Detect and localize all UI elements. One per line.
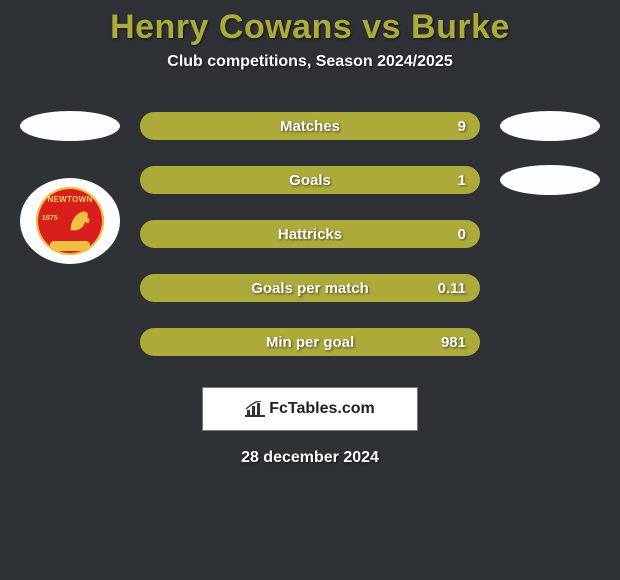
stat-bar: Goals 1 bbox=[140, 166, 480, 194]
stats-rows: Matches 9 Goals 1 Hattricks 0 Goals per … bbox=[0, 111, 620, 357]
title-vs: vs bbox=[362, 8, 401, 46]
title-player1: Henry Cowans bbox=[110, 8, 352, 46]
date-text: 28 december 2024 bbox=[0, 449, 620, 467]
page-title: Henry Cowans vs Burke bbox=[0, 0, 620, 47]
stat-row: Goals per match 0.11 bbox=[0, 273, 620, 303]
stat-row: Min per goal 981 bbox=[0, 327, 620, 357]
stat-value: 9 bbox=[458, 118, 466, 135]
stat-label: Goals bbox=[289, 172, 331, 189]
stat-bar: Hattricks 0 bbox=[140, 220, 480, 248]
brand-text: FcTables.com bbox=[269, 400, 375, 418]
stat-row: Matches 9 bbox=[0, 111, 620, 141]
crest-name: NEWTOWN bbox=[47, 195, 92, 204]
left-ellipse-icon bbox=[20, 111, 120, 141]
bar-chart-icon bbox=[245, 401, 265, 417]
title-player2: Burke bbox=[411, 8, 510, 46]
stat-value: 0.11 bbox=[438, 280, 466, 297]
stat-label: Hattricks bbox=[278, 226, 342, 243]
stat-bar: Matches 9 bbox=[140, 112, 480, 140]
stat-value: 0 bbox=[458, 226, 466, 243]
stat-bar: Goals per match 0.11 bbox=[140, 274, 480, 302]
stat-value: 1 bbox=[458, 172, 466, 189]
stat-row: Goals 1 bbox=[0, 165, 620, 195]
brand-box: FcTables.com bbox=[202, 387, 418, 431]
stat-bar: Min per goal 981 bbox=[140, 328, 480, 356]
stat-label: Matches bbox=[280, 118, 340, 135]
right-ellipse-icon bbox=[500, 165, 600, 195]
stat-value: 981 bbox=[441, 334, 466, 351]
stat-label: Min per goal bbox=[266, 334, 354, 351]
brand-inner: FcTables.com bbox=[203, 388, 417, 430]
right-ellipse-icon bbox=[500, 111, 600, 141]
stat-label: Goals per match bbox=[251, 280, 369, 297]
subtitle: Club competitions, Season 2024/2025 bbox=[0, 53, 620, 71]
stat-row: Hattricks 0 bbox=[0, 219, 620, 249]
